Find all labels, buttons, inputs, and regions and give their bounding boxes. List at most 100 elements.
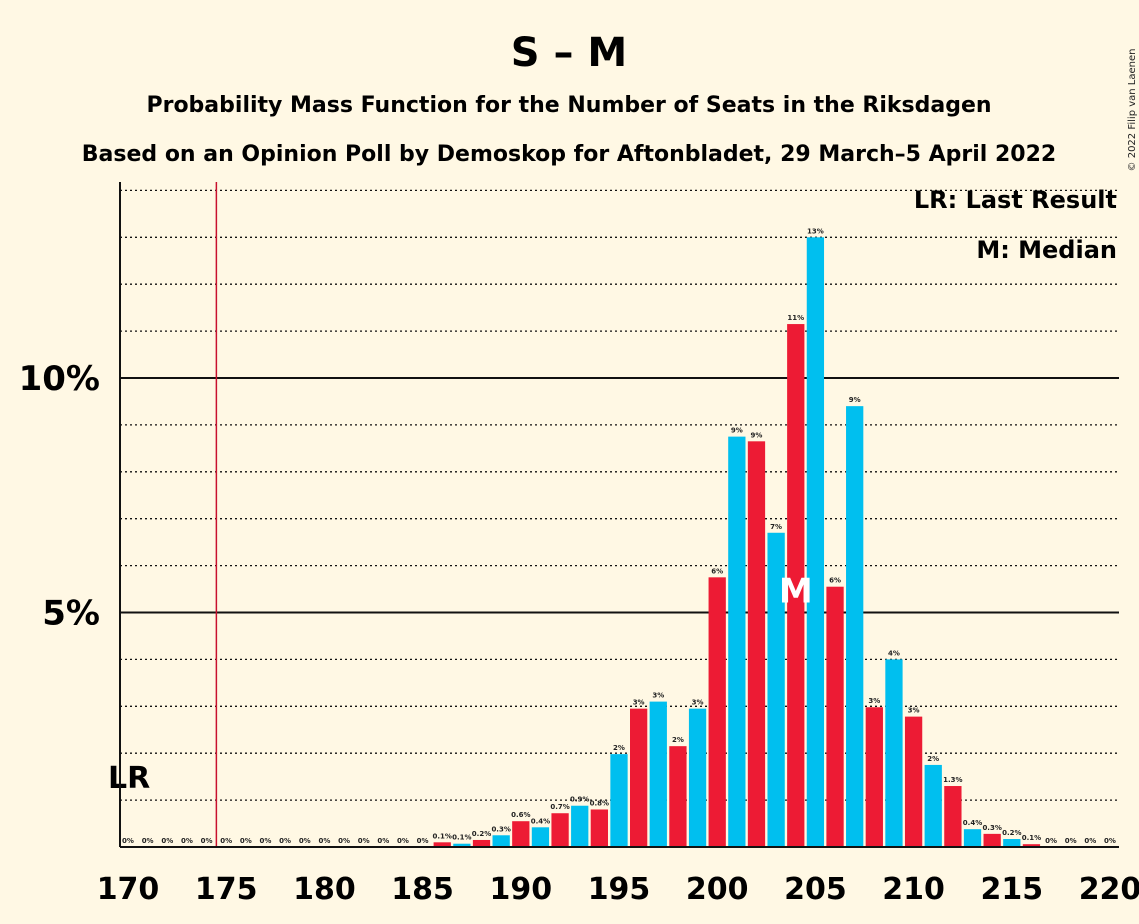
- bar-seat-214: [983, 833, 1001, 847]
- copyright-note: © 2022 Filip van Laenen: [1127, 49, 1138, 172]
- bar-seat-189: [492, 835, 510, 847]
- data-label-seat-218: 0%: [1065, 837, 1077, 845]
- data-label-seat-210: 3%: [908, 707, 920, 715]
- data-label-seat-200: 6%: [711, 567, 723, 575]
- bar-seat-196: [629, 708, 648, 847]
- data-label-seat-201: 9%: [731, 427, 743, 435]
- data-label-seat-185: 0%: [417, 837, 429, 845]
- data-label-seat-176: 0%: [240, 837, 252, 845]
- bar-seat-186: [433, 842, 451, 847]
- data-label-seat-193: 0.9%: [570, 796, 589, 804]
- data-label-seat-207: 9%: [849, 396, 861, 404]
- gridlines: [120, 189, 1119, 801]
- data-label-seat-220: 0%: [1104, 837, 1116, 845]
- x-tick-label: 195: [588, 872, 651, 907]
- chart-subtitle: Probability Mass Function for the Number…: [146, 93, 991, 118]
- x-tick-label: 185: [391, 872, 454, 907]
- bar-seat-195: [610, 754, 628, 847]
- data-label-seat-212: 1.3%: [943, 776, 962, 784]
- data-label-seat-192: 0.7%: [550, 803, 569, 811]
- data-label-seat-189: 0.3%: [491, 825, 510, 833]
- data-label-seat-219: 0%: [1084, 837, 1096, 845]
- data-label-seat-188: 0.2%: [472, 830, 491, 838]
- bar-seat-194: [590, 809, 609, 847]
- bar-seat-212: [944, 786, 962, 847]
- bar-seat-202: [747, 441, 766, 847]
- bar-seat-206: [826, 586, 844, 847]
- bar-seat-201: [728, 436, 746, 847]
- bar-seat-197: [649, 701, 667, 847]
- median-marker: M: [779, 572, 813, 612]
- bar-seat-207: [846, 406, 864, 847]
- data-label-seat-208: 3%: [868, 697, 880, 705]
- data-label-seat-214: 0.3%: [982, 824, 1001, 832]
- x-tick-label: 220: [1079, 872, 1139, 907]
- legend-last-result: LR: Last Result: [914, 186, 1117, 214]
- data-label-seat-172: 0%: [161, 837, 173, 845]
- data-label-seat-213: 0.4%: [963, 819, 982, 827]
- chart-subtitle-2: Based on an Opinion Poll by Demoskop for…: [82, 142, 1056, 167]
- x-tick-label: 190: [489, 872, 552, 907]
- data-label-seat-205: 13%: [807, 227, 824, 235]
- bar-seat-193: [571, 805, 589, 847]
- bar-seat-205: [806, 237, 825, 848]
- data-label-seat-204: 11%: [787, 314, 804, 322]
- legend-median: M: Median: [976, 236, 1117, 264]
- bar-seat-213: [963, 829, 982, 847]
- data-labels: 0% 0% 0% 0% 0% 0% 0% 0% 0% 0% 0% 0% 0% 0% 0% 0% 0.1% 0.1%…: [122, 227, 1116, 845]
- bar-seat-191: [531, 827, 550, 847]
- data-label-seat-181: 0%: [338, 837, 350, 845]
- data-label-seat-191: 0.4%: [531, 817, 550, 825]
- data-label-seat-203: 7%: [770, 523, 782, 531]
- data-label-seat-186: 0.1%: [433, 832, 452, 840]
- data-label-seat-179: 0%: [299, 837, 311, 845]
- data-label-seat-174: 0%: [201, 837, 213, 845]
- bar-seat-200: [708, 577, 726, 847]
- data-label-seat-196: 3%: [633, 699, 645, 707]
- bar-seat-198: [669, 746, 687, 847]
- data-label-seat-187: 0.1%: [452, 834, 471, 842]
- x-tick-label: 215: [980, 872, 1043, 907]
- data-label-seat-190: 0.6%: [511, 811, 530, 819]
- data-label-seat-177: 0%: [260, 837, 272, 845]
- data-label-seat-194: 0.8%: [590, 799, 609, 807]
- x-tick-label: 200: [686, 872, 749, 907]
- data-label-seat-184: 0%: [397, 837, 409, 845]
- bar-seat-192: [551, 813, 569, 847]
- data-label-seat-183: 0%: [377, 837, 389, 845]
- data-label-seat-215: 0.2%: [1002, 829, 1021, 837]
- data-label-seat-180: 0%: [318, 837, 330, 845]
- data-label-seat-173: 0%: [181, 837, 193, 845]
- bar-seat-203: [767, 532, 785, 847]
- x-tick-label: 180: [293, 872, 356, 907]
- data-label-seat-198: 2%: [672, 736, 684, 744]
- data-label-seat-206: 6%: [829, 577, 841, 585]
- bar-seat-211: [924, 764, 942, 847]
- bar-seat-215: [1003, 839, 1021, 847]
- bar-seat-209: [885, 659, 903, 847]
- data-label-seat-171: 0%: [142, 837, 154, 845]
- bars: [433, 237, 1041, 848]
- last-result-label: LR: [108, 761, 150, 796]
- bar-seat-199: [688, 708, 707, 847]
- y-tick-label: 10%: [19, 359, 100, 399]
- x-tick-label: 175: [195, 872, 258, 907]
- data-label-seat-195: 2%: [613, 744, 625, 752]
- bar-seat-204: [787, 324, 805, 847]
- bar-seat-187: [453, 843, 471, 847]
- bar-seat-208: [865, 707, 883, 847]
- axes: 5% 10% LR 170 175 180 185 190 195 200 205 210 215 220: [19, 182, 1139, 907]
- data-label-seat-197: 3%: [652, 692, 664, 700]
- data-label-seat-209: 4%: [888, 649, 900, 657]
- bar-seat-188: [472, 839, 491, 847]
- bar-seat-210: [904, 716, 923, 847]
- bar-seat-190: [512, 821, 530, 847]
- data-label-seat-175: 0%: [220, 837, 232, 845]
- bar-seat-216: [1022, 844, 1041, 847]
- data-label-seat-202: 9%: [751, 431, 763, 439]
- chart-title: S – M: [511, 30, 627, 76]
- data-label-seat-211: 2%: [927, 755, 939, 763]
- x-tick-label: 205: [784, 872, 847, 907]
- data-label-seat-217: 0%: [1045, 837, 1057, 845]
